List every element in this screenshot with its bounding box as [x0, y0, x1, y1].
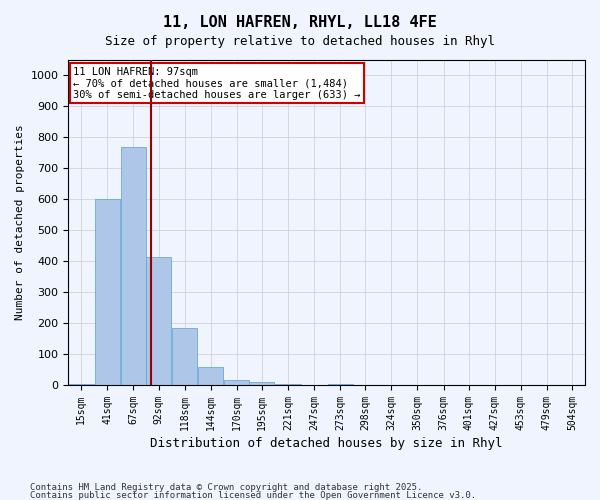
- Bar: [275, 384, 301, 385]
- Bar: [198, 366, 223, 385]
- Bar: [250, 382, 274, 385]
- Text: Contains HM Land Registry data © Crown copyright and database right 2025.: Contains HM Land Registry data © Crown c…: [30, 483, 422, 492]
- Text: 11, LON HAFREN, RHYL, LL18 4FE: 11, LON HAFREN, RHYL, LL18 4FE: [163, 15, 437, 30]
- Y-axis label: Number of detached properties: Number of detached properties: [15, 124, 25, 320]
- X-axis label: Distribution of detached houses by size in Rhyl: Distribution of detached houses by size …: [151, 437, 503, 450]
- Bar: [224, 380, 250, 385]
- Text: Contains public sector information licensed under the Open Government Licence v3: Contains public sector information licen…: [30, 490, 476, 500]
- Text: Size of property relative to detached houses in Rhyl: Size of property relative to detached ho…: [105, 35, 495, 48]
- Bar: [95, 200, 120, 385]
- Bar: [121, 146, 146, 385]
- Bar: [172, 328, 197, 385]
- Text: 11 LON HAFREN: 97sqm
← 70% of detached houses are smaller (1,484)
30% of semi-de: 11 LON HAFREN: 97sqm ← 70% of detached h…: [73, 66, 361, 100]
- Bar: [146, 256, 171, 385]
- Bar: [328, 384, 353, 385]
- Bar: [69, 384, 94, 385]
